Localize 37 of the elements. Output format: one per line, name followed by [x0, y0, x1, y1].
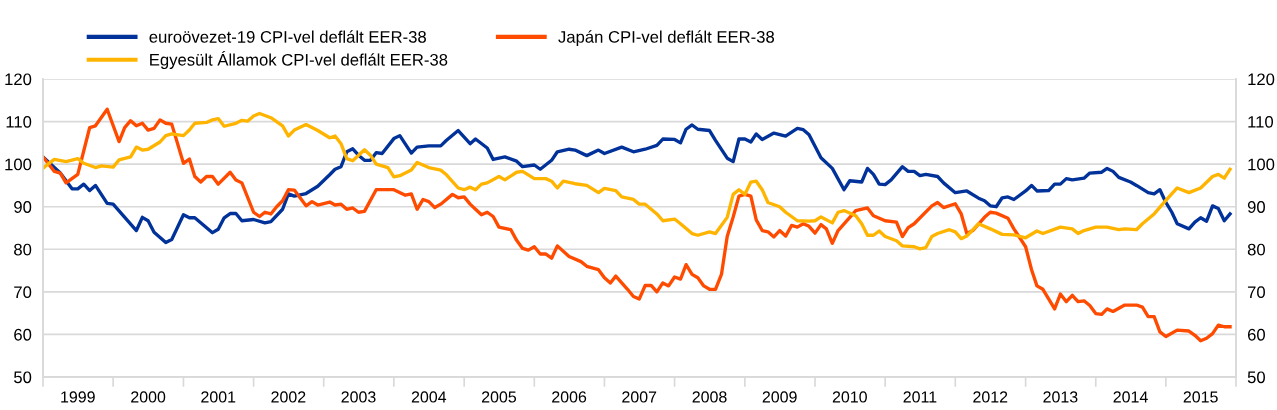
x-tick-label: 2009 — [762, 391, 797, 403]
y2-tick-label: 70 — [1247, 286, 1265, 299]
x-tick-label: 2000 — [131, 391, 166, 403]
y-tick-label: 60 — [14, 328, 32, 341]
x-tick-label: 2001 — [201, 391, 236, 403]
y-tick-label: 90 — [14, 201, 32, 213]
y-tick-label: 70 — [14, 286, 32, 299]
x-tick-label: 2004 — [411, 391, 447, 403]
x-tick-label: 2006 — [552, 391, 587, 403]
x-tick-label: 2003 — [341, 391, 376, 403]
y2-tick-label: 90 — [1247, 201, 1265, 213]
y2-tick-label: 60 — [1247, 328, 1265, 341]
y-tick-label: 50 — [14, 371, 32, 384]
y-tick-label: 110 — [6, 115, 32, 128]
y2-tick-label: 50 — [1247, 371, 1265, 384]
x-tick-label: 2012 — [973, 391, 1008, 403]
y-tick-label: 120 — [5, 73, 32, 86]
legend-label: euroövezet-19 CPI-vel deflált EER-38 — [149, 30, 426, 43]
x-tick-label: 2015 — [1183, 391, 1218, 403]
y2-tick-label: 110 — [1248, 115, 1274, 128]
x-tick-label: 2008 — [692, 391, 727, 403]
x-tick-label: 2011 — [903, 391, 937, 403]
x-tick-label: 2007 — [622, 391, 657, 403]
legend-label: Egyesült Államok CPI-vel deflált EER-38 — [150, 51, 448, 69]
x-tick-label: 2013 — [1043, 391, 1078, 403]
y-tick-label: 100 — [5, 158, 32, 171]
legend-label: Japán CPI-vel deflált EER-38 — [558, 30, 775, 47]
y-tick-label: 80 — [14, 243, 32, 256]
y2-tick-label: 100 — [1248, 158, 1275, 171]
x-tick-label: 2005 — [481, 391, 517, 403]
x-tick-label: 2014 — [1113, 391, 1148, 403]
y2-tick-label: 80 — [1247, 243, 1265, 256]
line-series — [43, 107, 1232, 343]
x-tick-label: 2002 — [271, 391, 306, 403]
y2-tick-label: 120 — [1248, 73, 1275, 86]
x-tick-label: 1999 — [61, 391, 95, 403]
x-tick-label: 2010 — [832, 391, 867, 403]
